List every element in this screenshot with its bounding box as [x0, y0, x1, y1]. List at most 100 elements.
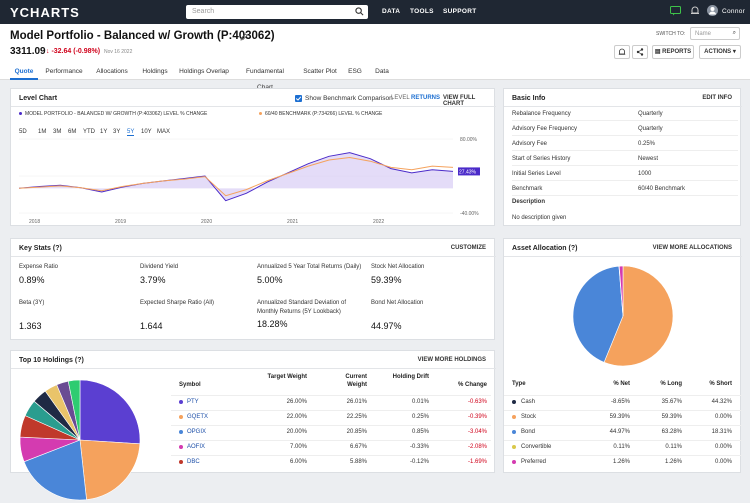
share-button[interactable]: [632, 45, 648, 59]
alert-bell-button[interactable]: [614, 45, 630, 59]
holding-current: 20.85%: [346, 429, 367, 435]
holding-row[interactable]: [171, 425, 491, 440]
view-more-holdings-link[interactable]: VIEW MORE HOLDINGS: [417, 357, 486, 363]
nav-data[interactable]: DATA: [382, 8, 401, 15]
actions-button[interactable]: ACTIONS ▾: [699, 45, 741, 59]
range-3y[interactable]: 3Y: [113, 129, 121, 135]
level-chart-plot[interactable]: 2018 2019 2020 2021 2022 80.00% -40.00% 27.43%: [11, 135, 496, 225]
holding-color-dot: [179, 445, 183, 449]
allocation-long: 59.39%: [661, 414, 682, 420]
stat-label: Annualized 5 Year Total Returns (Daily): [257, 264, 362, 270]
tab-performance[interactable]: Performance: [45, 68, 83, 75]
benchmark-label: Show Benchmark Comparison: [305, 95, 393, 102]
stat-label: Dividend Yield: [140, 264, 179, 270]
current-value-badge: [458, 167, 480, 176]
holding-color-dot: [179, 400, 183, 404]
tab-allocations[interactable]: Allocations: [96, 68, 128, 75]
portfolio-line: [18, 152, 454, 202]
search-icon[interactable]: [355, 7, 364, 16]
allocation-slice[interactable]: [618, 265, 624, 317]
holding-row[interactable]: [171, 440, 491, 455]
tab-data[interactable]: Data: [375, 68, 389, 75]
edit-info-link[interactable]: EDIT INFO: [702, 95, 732, 101]
tab-holdings-overlap[interactable]: Holdings Overlap: [179, 68, 229, 75]
tab-fundamental-chart[interactable]: Fundamental Chart: [246, 68, 284, 91]
basic-info-key: Initial Series Level: [512, 171, 561, 177]
stat-value: 44.97%: [371, 321, 402, 331]
page-header: Model Portfolio - Balanced w/ Growth (P:…: [0, 24, 750, 64]
view-full-chart-link[interactable]: VIEW FULL CHART: [443, 95, 476, 107]
range-5y[interactable]: 5Y: [127, 129, 135, 136]
allocation-type: Stock: [521, 414, 537, 420]
asset-allocation-pie[interactable]: [570, 263, 676, 369]
range-max[interactable]: MAX: [157, 129, 171, 135]
holding-symbol-link[interactable]: AOFIX: [187, 444, 206, 450]
holding-slice[interactable]: [67, 379, 81, 441]
holding-row[interactable]: [171, 395, 491, 410]
help-icon[interactable]: (?): [74, 357, 84, 364]
tab-holdings[interactable]: Holdings: [142, 68, 168, 75]
holding-row[interactable]: [171, 410, 491, 425]
level-toggle[interactable]: LEVEL: [391, 95, 410, 101]
help-icon[interactable]: (?): [568, 245, 578, 252]
benchmark-checkbox[interactable]: [295, 95, 302, 102]
holdings-header: Symbol: [179, 382, 201, 388]
edit-pencil-icon[interactable]: [240, 33, 248, 41]
holding-slice[interactable]: [79, 439, 141, 500]
x-tick-label: 2020: [201, 219, 212, 225]
avatar-icon[interactable]: [707, 5, 718, 16]
asset-allocation-title: Asset Allocation (?): [512, 245, 578, 252]
nav-support[interactable]: SUPPORT: [443, 8, 477, 15]
reports-button[interactable]: ▤ REPORTS: [652, 45, 694, 59]
basic-info-key: Rebalance Frequency: [512, 111, 571, 117]
range-1m[interactable]: 1M: [38, 129, 47, 135]
divider: [504, 106, 742, 107]
name-input[interactable]: Name ⌕: [690, 27, 740, 40]
level-chart-title: Level Chart: [19, 95, 58, 102]
key-stats-title: Key Stats (?): [19, 245, 62, 252]
ycharts-logo[interactable]: YCHARTS: [10, 5, 80, 20]
returns-toggle[interactable]: RETURNS: [411, 95, 441, 101]
holding-symbol-link[interactable]: GQETX: [187, 414, 209, 420]
range-5d[interactable]: 5D: [19, 129, 27, 135]
holdings-pie[interactable]: [17, 377, 143, 503]
tab-scatter-plot[interactable]: Scatter Plot: [303, 68, 337, 75]
view-more-allocations-link[interactable]: VIEW MORE ALLOCATIONS: [652, 245, 732, 251]
customize-link[interactable]: CUSTOMIZE: [450, 245, 486, 251]
allocation-net: 0.11%: [613, 444, 630, 450]
search-input[interactable]: Search: [186, 5, 368, 19]
tab-quote[interactable]: Quote: [10, 64, 38, 80]
allocation-color-dot: [512, 430, 516, 434]
holding-row[interactable]: [171, 455, 491, 470]
tab-esg[interactable]: ESG: [348, 68, 362, 75]
holding-chg: -0.39%: [467, 414, 487, 420]
divider: [11, 368, 496, 369]
user-name[interactable]: Connor: [722, 8, 746, 15]
range-6m[interactable]: 6M: [68, 129, 77, 135]
holding-symbol-link[interactable]: OPGIX: [187, 429, 207, 435]
range-ytd[interactable]: YTD: [83, 129, 95, 135]
holdings-header: % Change: [457, 382, 487, 388]
divider: [11, 256, 496, 257]
holding-current: 22.25%: [346, 414, 367, 420]
basic-info-value: 1000: [638, 171, 652, 177]
holding-slice[interactable]: [79, 379, 141, 445]
allocation-net: 1.26%: [612, 459, 630, 465]
range-3m[interactable]: 3M: [53, 129, 62, 135]
range-1y[interactable]: 1Y: [100, 129, 108, 135]
holding-color-dot: [179, 415, 183, 419]
holding-symbol-link[interactable]: PTY: [187, 399, 199, 405]
range-10y[interactable]: 10Y: [141, 129, 152, 135]
allocation-slice[interactable]: [603, 265, 674, 367]
help-icon[interactable]: (?): [52, 245, 62, 252]
basic-info-value: 60/40 Benchmark: [638, 186, 686, 192]
allocation-slice[interactable]: [572, 265, 624, 363]
bell-icon[interactable]: [690, 6, 700, 16]
nav-tools[interactable]: TOOLS: [410, 8, 434, 15]
allocation-row: [504, 395, 742, 410]
legend-portfolio: MODEL PORTFOLIO - BALANCED W/ GROWTH (P:…: [25, 111, 208, 117]
allocation-net: -8.65%: [610, 399, 630, 405]
chat-icon[interactable]: [670, 6, 681, 16]
basic-info-title: Basic Info: [512, 95, 546, 102]
holding-symbol-link[interactable]: DBC: [187, 459, 200, 465]
